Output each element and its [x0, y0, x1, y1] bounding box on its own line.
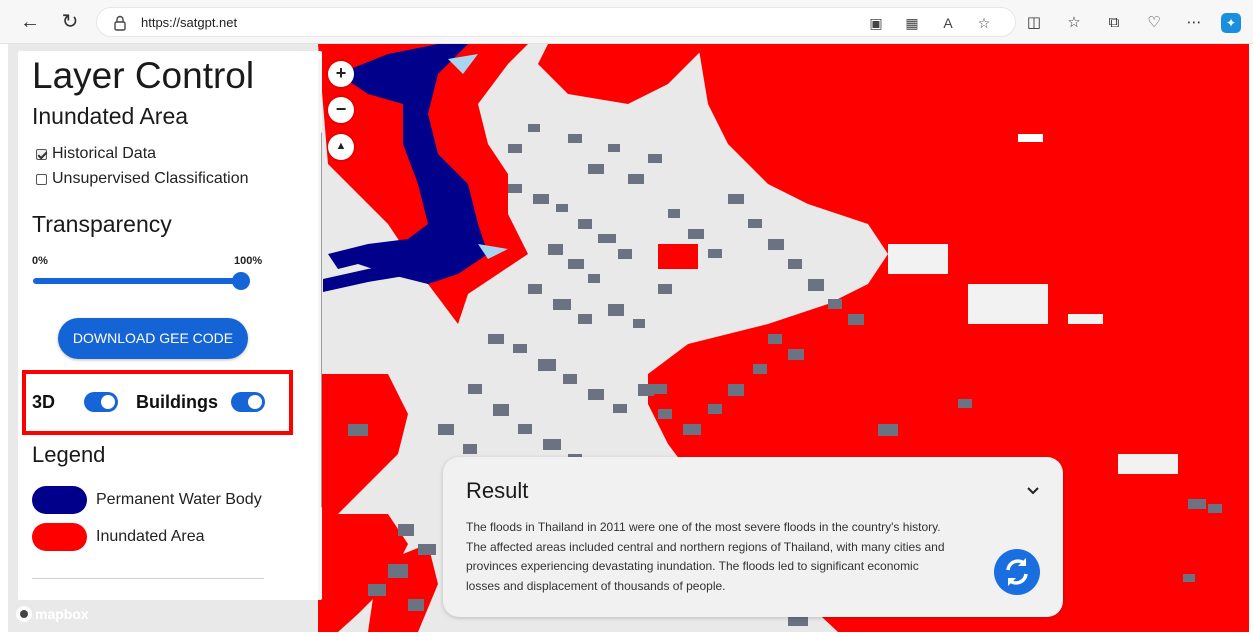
lock-icon — [114, 15, 126, 31]
legend-title: Legend — [32, 442, 106, 467]
checkbox-label: Historical Data — [52, 145, 157, 162]
mapbox-text: mapbox — [35, 606, 89, 622]
transparency-slider-thumb[interactable] — [232, 272, 250, 290]
scroll-down-icon[interactable]: ▼ — [319, 593, 322, 600]
scroll-up-icon[interactable]: ▲ — [319, 59, 322, 68]
chevron-down-icon[interactable] — [1025, 483, 1041, 499]
highlight-box — [22, 370, 293, 435]
download-gee-code-button[interactable]: DOWNLOAD GEE CODE — [58, 318, 248, 359]
copilot-icon[interactable]: ✦ — [1221, 13, 1241, 33]
grid-icon[interactable]: ▦ — [905, 15, 919, 31]
legend-swatch-water — [32, 486, 87, 514]
panel-scrollbar[interactable]: ▲ ▼ — [318, 59, 322, 600]
result-text-line: The affected areas included central and … — [466, 540, 945, 554]
checkbox-label: Unsupervised Classification — [52, 170, 249, 187]
transparency-title: Transparency — [32, 211, 172, 237]
layer-control-panel: Layer Control Inundated Area Historical … — [18, 51, 322, 600]
map-canvas[interactable]: + − ▲ Layer Control Inundated Area Histo… — [8, 44, 1249, 632]
legend-swatch-inundated — [32, 523, 87, 551]
regenerate-button[interactable] — [994, 549, 1040, 595]
more-icon[interactable]: ⋯ — [1186, 14, 1202, 31]
result-text-line: provinces experiencing devastating inund… — [466, 559, 919, 573]
app-available-icon[interactable]: ▣ — [869, 15, 883, 31]
split-screen-icon[interactable]: ◫ — [1026, 14, 1042, 31]
favorites-icon[interactable]: ☆ — [1067, 14, 1081, 31]
result-card: Result The floods in Thailand in 2011 we… — [443, 457, 1063, 617]
unsupervised-classification-checkbox[interactable]: Unsupervised Classification — [36, 169, 249, 189]
result-title: Result — [466, 478, 529, 503]
panel-subtitle: Inundated Area — [32, 103, 189, 129]
result-text-line: The floods in Thailand in 2011 were one … — [466, 520, 941, 534]
legend-label-inundated: Inundated Area — [96, 528, 205, 545]
favorite-star-icon[interactable]: ☆ — [977, 15, 991, 31]
transparency-max-label: 100% — [234, 255, 263, 267]
transparency-slider[interactable] — [33, 278, 243, 284]
url-text: https://satgpt.net — [141, 15, 238, 30]
mapbox-logo[interactable]: mapbox — [16, 604, 89, 624]
panel-divider — [32, 578, 264, 579]
toggle-3d-switch[interactable] — [84, 392, 118, 412]
address-bar[interactable]: https://satgpt.net ▣ ▦ A ☆ — [96, 7, 1016, 37]
checkbox-unchecked-icon[interactable] — [36, 173, 47, 185]
read-aloud-icon[interactable]: A — [943, 15, 953, 31]
back-arrow-icon[interactable]: ← — [20, 11, 40, 33]
historical-data-checkbox[interactable]: Historical Data — [36, 144, 156, 164]
browser-toolbar: ← ↻ https://satgpt.net ▣ ▦ A ☆ ◫ ☆ ⧉ ♡ ⋯… — [0, 0, 1253, 44]
legend-label-water: Permanent Water Body — [96, 491, 262, 508]
refresh-icon[interactable]: ↻ — [61, 11, 79, 33]
refresh-arrows-icon — [1006, 558, 1028, 586]
toggle-3d-label: 3D — [32, 392, 56, 412]
zoom-out-button[interactable]: − — [328, 97, 354, 123]
checkbox-checked-icon[interactable] — [36, 148, 47, 160]
toggle-buildings-switch[interactable] — [231, 392, 265, 412]
scrollbar-thumb[interactable] — [321, 131, 322, 509]
collections-icon[interactable]: ⧉ — [1108, 14, 1120, 31]
extensions-icon[interactable]: ♡ — [1147, 14, 1161, 31]
toggle-buildings-label: Buildings — [136, 392, 218, 412]
compass-button[interactable]: ▲ — [328, 134, 354, 160]
mapbox-icon — [16, 606, 32, 622]
transparency-min-label: 0% — [32, 255, 48, 267]
zoom-in-button[interactable]: + — [328, 61, 354, 87]
panel-title: Layer Control — [32, 55, 255, 96]
result-text-line: losses and displacement of thousands of … — [466, 579, 726, 593]
